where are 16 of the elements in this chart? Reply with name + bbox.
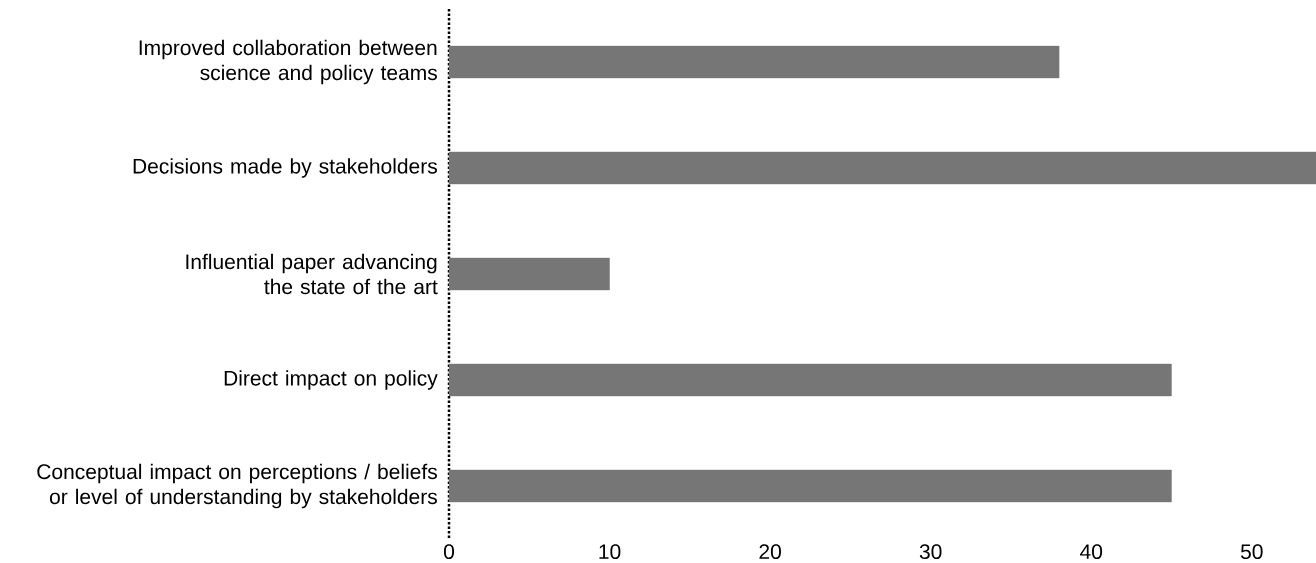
x-tick-label: 40 <box>1080 544 1103 560</box>
bar <box>448 257 610 291</box>
y-tick-label: Influential paper advancing the state of the art <box>186 253 438 295</box>
y-tick-label: Conceptual impact on perceptions / beliefs or level of understanding by stakeholders <box>37 463 437 509</box>
x-tick-label: 0 <box>443 544 455 560</box>
bar <box>448 151 1316 185</box>
bar <box>448 363 1172 397</box>
bar <box>448 469 1172 503</box>
y-tick-label: Improved collaboration between science and policy teams <box>139 39 437 85</box>
x-tick-label: 10 <box>599 544 621 560</box>
bar <box>448 45 1060 79</box>
x-tick-label: 30 <box>919 544 942 560</box>
x-tick-label: 20 <box>759 544 781 560</box>
x-tick-label: 50 <box>1240 544 1263 560</box>
y-tick-label: Direct impact on policy <box>224 370 438 390</box>
y-tick-label: Decisions made by stakeholders <box>133 158 437 178</box>
